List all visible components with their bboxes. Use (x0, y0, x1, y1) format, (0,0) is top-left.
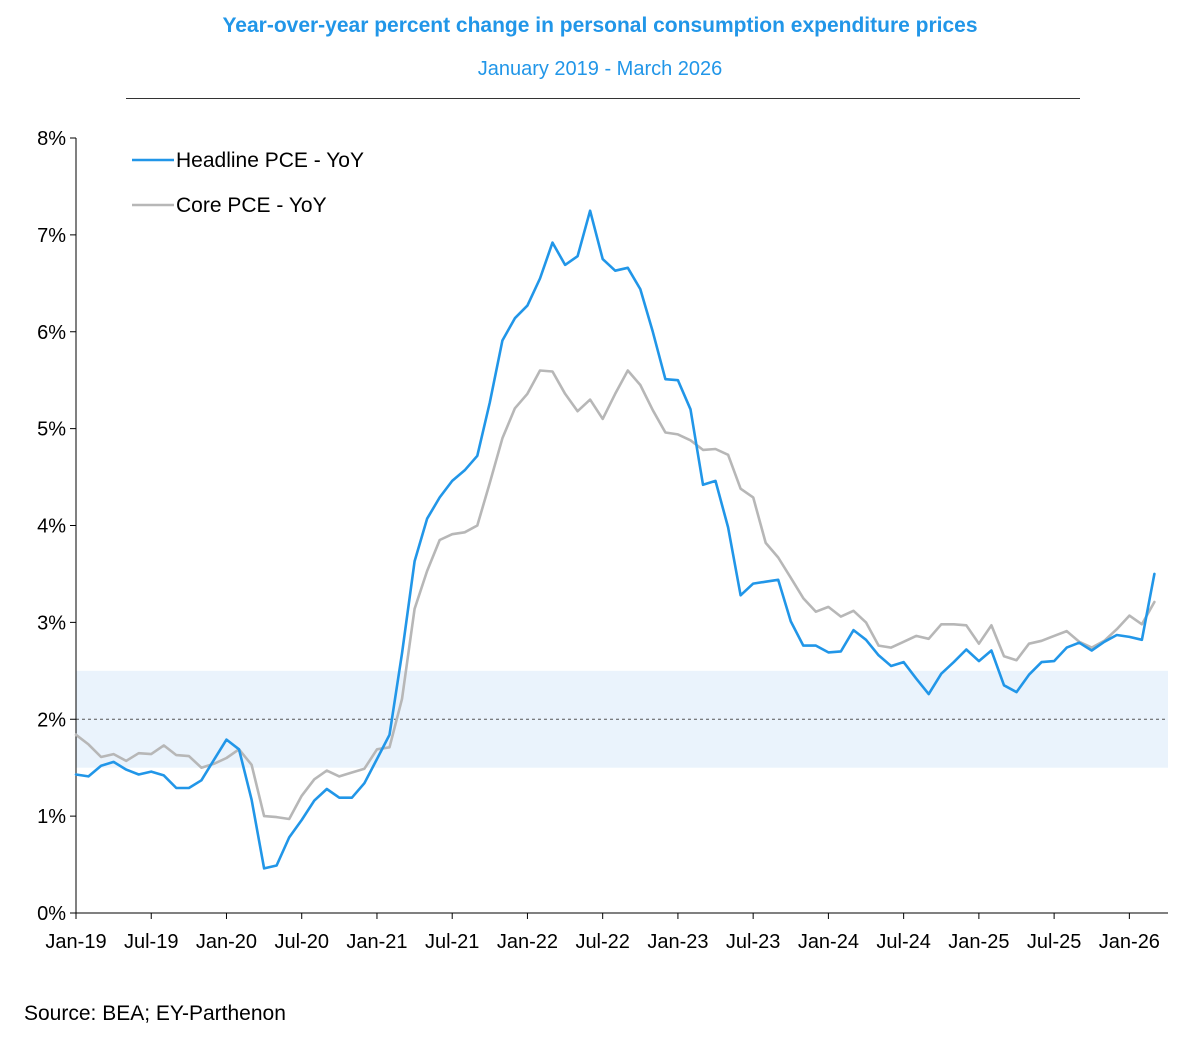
core-pce-line (74, 369, 1156, 821)
y-tick-label: 0% (37, 903, 66, 925)
legend-label-core: Core PCE - YoY (176, 194, 327, 217)
y-tick-label: 2% (37, 709, 66, 731)
x-tick-label: Jan-20 (196, 931, 257, 953)
x-tick-label: Jul-25 (1027, 931, 1081, 953)
x-tick-label: Jul-20 (274, 931, 328, 953)
chart-source: Source: BEA; EY-Parthenon (24, 1002, 286, 1025)
y-tick-label: 3% (37, 612, 66, 634)
x-tick-label: Jan-22 (497, 931, 558, 953)
legend-label-headline: Headline PCE - YoY (176, 149, 364, 172)
x-tick-label: Jul-21 (425, 931, 479, 953)
x-tick-label: Jul-23 (726, 931, 780, 953)
x-tick-label: Jan-24 (798, 931, 859, 953)
x-tick-label: Jan-21 (346, 931, 407, 953)
x-tick-label: Jan-26 (1099, 931, 1160, 953)
title-divider (126, 98, 1080, 99)
y-tick-label: 6% (37, 322, 66, 344)
x-tick-label: Jul-19 (124, 931, 178, 953)
x-tick-label: Jul-24 (876, 931, 930, 953)
x-tick-label: Jan-23 (647, 931, 708, 953)
y-tick-label: 8% (37, 128, 66, 150)
chart-plot: 0% 1% 2% 3% 4% 5% 6% 7% 8% Jan-19 Jul-19 Jan-20 Jul-… (37, 128, 1168, 953)
y-tick-label: 7% (37, 225, 66, 247)
chart-subtitle: January 2019 - March 2026 (477, 58, 723, 80)
chart-title: Year-over-year percent change in persona… (222, 14, 978, 37)
x-tick-label: Jan-19 (45, 931, 106, 953)
headline-pce-line (74, 209, 1156, 870)
y-tick-label: 1% (37, 806, 66, 828)
x-tick-label: Jan-25 (948, 931, 1009, 953)
y-tick-label: 5% (37, 419, 66, 441)
x-tick-label: Jul-22 (575, 931, 629, 953)
y-tick-label: 4% (37, 516, 66, 538)
